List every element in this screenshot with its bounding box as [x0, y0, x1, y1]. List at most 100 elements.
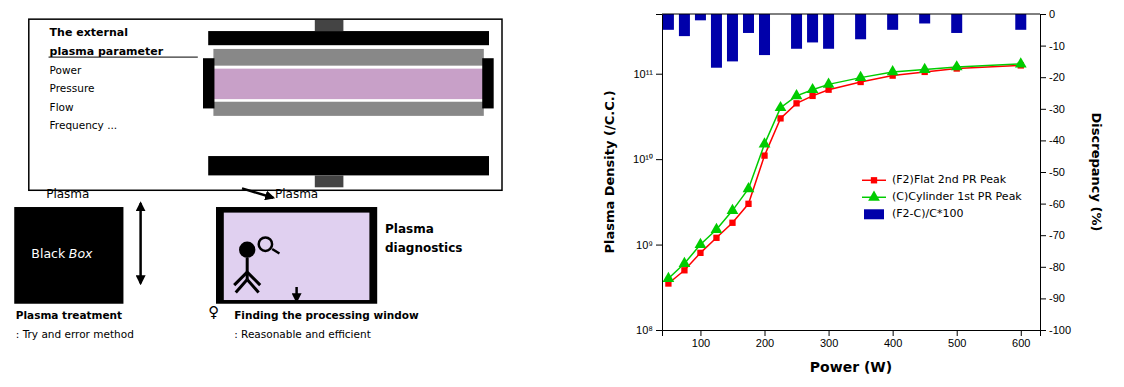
person-head	[239, 242, 255, 258]
figure: The externalplasma parameterPowerPressur…	[0, 0, 1124, 387]
tick: 300	[820, 330, 838, 349]
tick-label: -100	[1049, 324, 1071, 336]
tick-mark	[1040, 298, 1046, 299]
marker	[713, 235, 719, 241]
tick: -90	[1040, 292, 1065, 304]
bar	[663, 14, 674, 30]
marker	[697, 250, 703, 256]
annotation: Frequency ...	[50, 119, 118, 131]
marker	[663, 272, 675, 282]
tick-label: 500	[948, 337, 966, 349]
marker	[695, 238, 707, 248]
tick: 10⁸	[636, 324, 662, 336]
y-axis: 10⁸ 10⁹ 10¹⁰ 10¹¹	[633, 15, 662, 337]
tick: 400	[884, 330, 902, 349]
x-axis-title: Power (W)	[810, 359, 892, 375]
tick-label: -60	[1049, 198, 1065, 210]
marker	[777, 115, 783, 121]
tick: 500	[948, 330, 966, 349]
tick: 0	[1040, 8, 1055, 20]
tick-label: 100	[692, 337, 710, 349]
tick-mark	[765, 330, 766, 336]
tick-label: -80	[1049, 261, 1065, 273]
legend-item: (F2)Flat 2nd PR Peak	[862, 173, 1007, 186]
bar	[679, 14, 690, 36]
legend-label: (F2-C)/C*100	[892, 207, 963, 220]
bar	[711, 14, 722, 68]
reactor-connector	[315, 175, 344, 187]
person-leg	[247, 280, 258, 293]
reactor-plasma	[213, 69, 483, 100]
marker	[823, 78, 835, 88]
tick-label: 0	[1049, 8, 1055, 20]
bar	[823, 14, 834, 49]
tick-mark	[1021, 330, 1022, 336]
bar	[695, 14, 706, 20]
marker	[761, 152, 767, 158]
tick-label: 10¹¹	[633, 68, 653, 80]
person-leg	[236, 280, 247, 293]
tick: -100	[1040, 324, 1071, 336]
tick-label: -10	[1049, 40, 1065, 52]
arrow	[242, 188, 273, 197]
tick: -60	[1040, 198, 1065, 210]
reactor-top-bar	[208, 31, 489, 45]
reactor-bottom-bar	[208, 156, 489, 175]
tick-label: 200	[756, 337, 774, 349]
annotation: : Reasonable and efficient	[234, 328, 371, 340]
tick-mark	[1040, 140, 1046, 141]
legend-item: (F2-C)/C*100	[864, 207, 963, 220]
marker	[711, 223, 723, 233]
person-body	[246, 258, 249, 280]
tick: -80	[1040, 261, 1065, 273]
magnifier-handle	[272, 249, 279, 253]
tick-label: -70	[1049, 229, 1065, 241]
tick: -70	[1040, 229, 1065, 241]
tick-mark	[700, 330, 701, 336]
bar-series	[663, 14, 1026, 68]
tick-label: 600	[1012, 337, 1030, 349]
arrow	[295, 287, 298, 301]
tick: 600	[1012, 330, 1030, 349]
y2-axis: 0-10-20-30-40-50-60-70-80-90-100	[1040, 8, 1071, 336]
tick-mark	[656, 159, 662, 160]
tick-mark	[1040, 267, 1046, 268]
series-line	[668, 64, 1020, 279]
tick-mark	[1040, 235, 1046, 236]
diagnostics-box	[216, 207, 377, 304]
legend: (F2)Flat 2nd PR Peak (C)Cylinder 1st PR P…	[862, 173, 1022, 220]
tick-label: 10⁹	[636, 239, 653, 251]
y-axis-line	[656, 15, 663, 331]
bar	[951, 14, 962, 33]
tick-mark	[1040, 330, 1046, 331]
bar	[855, 14, 866, 39]
reactor-electrode	[213, 102, 483, 116]
tick-label: -90	[1049, 292, 1065, 304]
tick-mark	[1040, 172, 1046, 173]
reactor-bracket	[482, 58, 493, 108]
tick-mark	[893, 330, 894, 336]
bar	[1015, 14, 1026, 30]
reactor-bracket	[203, 58, 214, 108]
y2-axis-title: Discrepancy (%)	[1089, 113, 1104, 232]
y2-axis-line	[1041, 15, 1047, 331]
tick: 10¹⁰	[633, 153, 662, 165]
marker	[727, 204, 739, 214]
marker	[809, 93, 815, 99]
bar	[727, 14, 738, 61]
legend-label: (C)Cylinder 1st PR Peak	[892, 190, 1022, 203]
tick-mark	[656, 330, 662, 331]
tick-mark	[1040, 204, 1046, 205]
tick-label: -30	[1049, 103, 1065, 115]
tick-mark	[1040, 46, 1046, 47]
tick-label: -40	[1049, 134, 1065, 146]
tick: -30	[1040, 103, 1065, 115]
reactor-electrode	[213, 49, 483, 66]
legend-marker	[871, 177, 877, 183]
legend-label: (F2)Flat 2nd PR Peak	[892, 173, 1007, 186]
diagram: The externalplasma parameterPowerPressur…	[14, 19, 502, 340]
bar	[807, 14, 818, 42]
marker	[743, 182, 755, 192]
reactor-connector	[315, 20, 344, 31]
tick: -20	[1040, 71, 1065, 83]
